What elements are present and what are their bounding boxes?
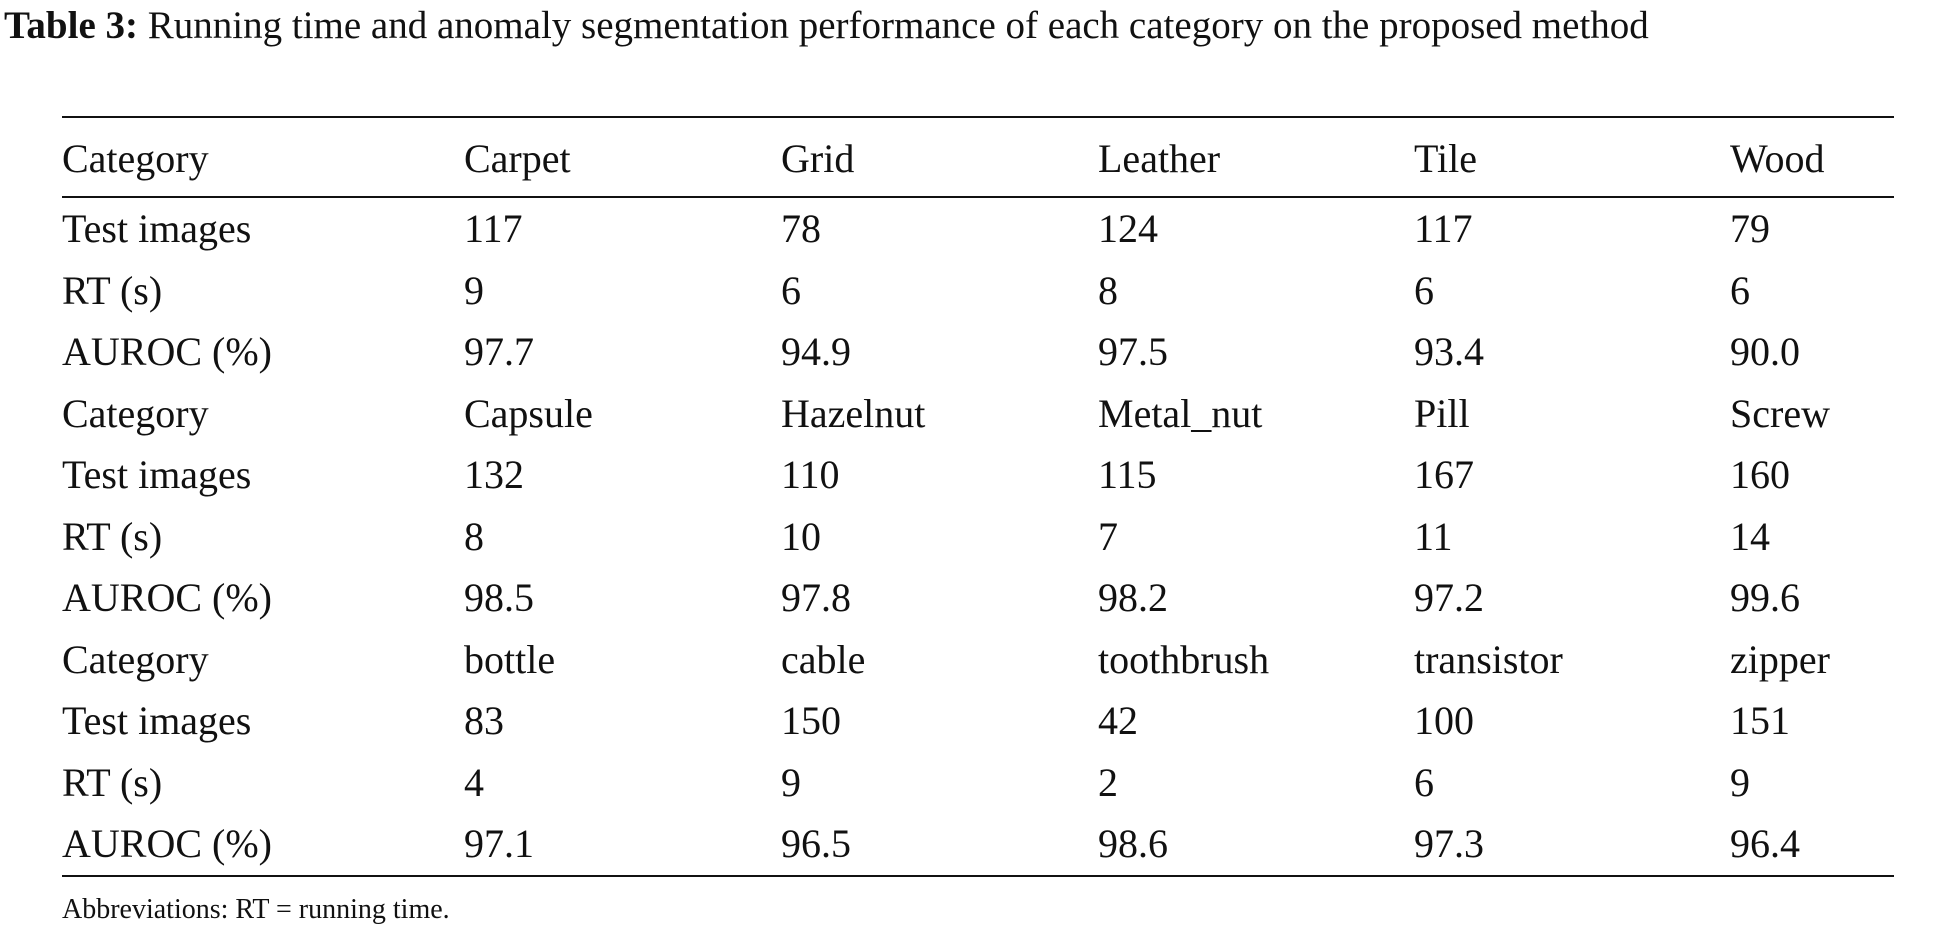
table-cell: 97.7	[464, 329, 534, 375]
table-cell: 42	[1098, 698, 1138, 744]
table-row: AUROC (%) 97.7 94.9 97.5 93.4 90.0	[62, 321, 1894, 383]
table-cell: 151	[1730, 698, 1790, 744]
row-label-cell: AUROC (%)	[62, 329, 272, 375]
header-cell: Wood	[1730, 135, 1825, 181]
table-cell: Pill	[1414, 390, 1470, 436]
table-cell: 160	[1730, 452, 1790, 498]
table-row: AUROC (%) 98.5 97.8 98.2 97.2 99.6	[62, 567, 1894, 629]
table-cell: 115	[1098, 452, 1157, 498]
table-cell: Metal_nut	[1098, 390, 1263, 436]
table-cell: 117	[1414, 206, 1473, 252]
row-label-cell: Test images	[62, 698, 252, 744]
abbreviations-note: Abbreviations: RT = running time.	[62, 894, 450, 925]
table-cell: 97.2	[1414, 575, 1484, 621]
table-row: Test images 117 78 124 117 79	[62, 197, 1894, 260]
table-cell: transistor	[1414, 636, 1563, 682]
table-cell: 97.1	[464, 821, 534, 867]
table-cell: 98.2	[1098, 575, 1168, 621]
table-cell: 150	[781, 698, 841, 744]
table-cell: 90.0	[1730, 329, 1800, 375]
table-cell: 110	[781, 452, 840, 498]
table-cell: Screw	[1730, 390, 1830, 436]
table-row: RT (s) 9 6 8 6 6	[62, 260, 1894, 322]
table-cell: 6	[1730, 267, 1750, 313]
table-cell: 78	[781, 206, 821, 252]
table-cell: 98.6	[1098, 821, 1168, 867]
header-cell: Category	[62, 135, 209, 181]
table-row: RT (s) 8 10 7 11 14	[62, 506, 1894, 568]
table-row: Category Capsule Hazelnut Metal_nut Pill Scre…	[62, 383, 1894, 445]
header-cell: Carpet	[464, 135, 571, 181]
table-cell: toothbrush	[1098, 636, 1270, 682]
table-caption: Table 3: Running time and anomaly segmen…	[4, 2, 1950, 49]
table-cell: cable	[781, 636, 866, 682]
results-table: Category Carpet Grid Leather Tile Wood T…	[62, 116, 1894, 877]
table-cell: 79	[1730, 206, 1770, 252]
table-cell: 14	[1730, 513, 1770, 559]
table-cell: bottle	[464, 636, 556, 682]
table-cell: 93.4	[1414, 329, 1484, 375]
row-label-cell: AUROC (%)	[62, 821, 272, 867]
row-label-cell: Category	[62, 390, 209, 436]
row-label-cell: Category	[62, 636, 209, 682]
table-cell: 97.5	[1098, 329, 1168, 375]
table-cell: 2	[1098, 759, 1118, 805]
row-label-cell: RT (s)	[62, 759, 163, 805]
table-cell: 117	[464, 206, 523, 252]
table-cell: 8	[464, 513, 484, 559]
table-row: RT (s) 4 9 2 6 9	[62, 752, 1894, 814]
table-cell: 11	[1414, 513, 1453, 559]
table-cell: 8	[1098, 267, 1118, 313]
table-cell: 99.6	[1730, 575, 1800, 621]
table-cell: 7	[1098, 513, 1118, 559]
table-cell: 9	[464, 267, 484, 313]
table-cell: 96.5	[781, 821, 851, 867]
row-label-cell: RT (s)	[62, 513, 163, 559]
table-cell: 9	[781, 759, 801, 805]
table-cell: 83	[464, 698, 504, 744]
header-cell: Grid	[781, 135, 855, 181]
table-container: Category Carpet Grid Leather Tile Wood T…	[62, 116, 1894, 877]
table-cell: 124	[1098, 206, 1158, 252]
table-cell: 6	[1414, 267, 1434, 313]
table-cell: 9	[1730, 759, 1750, 805]
table-caption-label: Table 3:	[4, 4, 139, 47]
table-cell: 98.5	[464, 575, 534, 621]
table-cell: 4	[464, 759, 484, 805]
table-row: AUROC (%) 97.1 96.5 98.6 97.3 96.4	[62, 813, 1894, 876]
table-row: Test images 83 150 42 100 151	[62, 690, 1894, 752]
table-cell: 96.4	[1730, 821, 1800, 867]
table-cell: Capsule	[464, 390, 593, 436]
table-cell: 97.8	[781, 575, 851, 621]
table-cell: 94.9	[781, 329, 851, 375]
row-label-cell: RT (s)	[62, 267, 163, 313]
table-cell: zipper	[1730, 636, 1830, 682]
table-caption-text: Running time and anomaly segmentation pe…	[138, 4, 1649, 47]
table-header-row: Category Carpet Grid Leather Tile Wood	[62, 117, 1894, 197]
table-cell: 100	[1414, 698, 1474, 744]
table-cell: 167	[1414, 452, 1474, 498]
table-row: Test images 132 110 115 167 160	[62, 444, 1894, 506]
row-label-cell: Test images	[62, 206, 252, 252]
table-row: Category bottle cable toothbrush transistor z…	[62, 629, 1894, 691]
table-cell: 10	[781, 513, 821, 559]
table-cell: Hazelnut	[781, 390, 926, 436]
table-cell: 6	[1414, 759, 1434, 805]
table-cell: 97.3	[1414, 821, 1484, 867]
table-cell: 132	[464, 452, 524, 498]
table-body: Test images 117 78 124 117 79 RT (s) 9 6 8 6 6 AUROC…	[62, 197, 1894, 876]
row-label-cell: AUROC (%)	[62, 575, 272, 621]
table-cell: 6	[781, 267, 801, 313]
header-cell: Leather	[1098, 135, 1221, 181]
row-label-cell: Test images	[62, 452, 252, 498]
header-cell: Tile	[1414, 135, 1478, 181]
